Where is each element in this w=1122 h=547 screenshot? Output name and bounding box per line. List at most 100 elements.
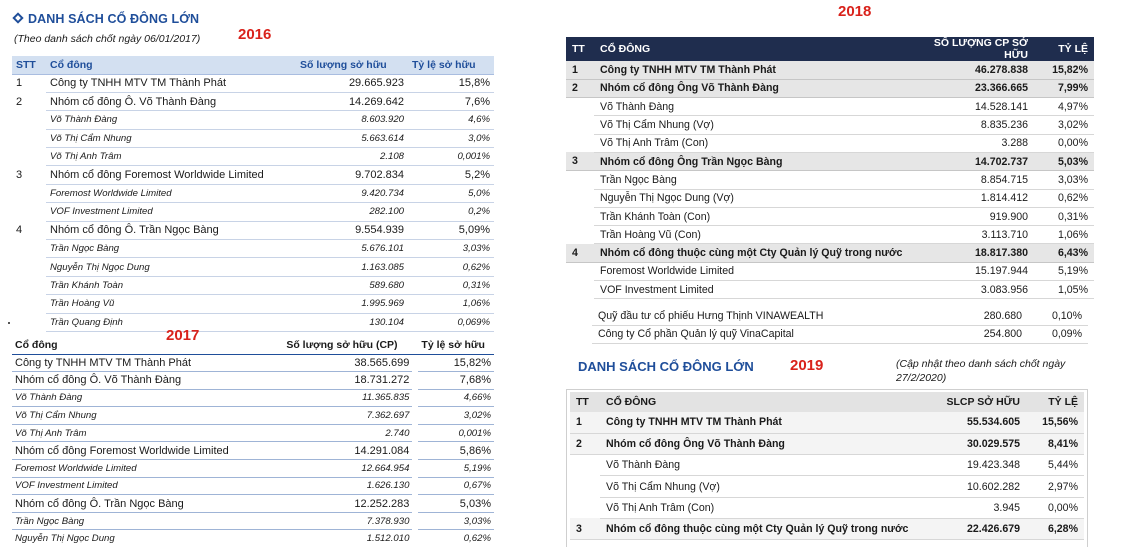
row-ratio: 0,2% — [408, 202, 494, 222]
row-quantity: 3.083.956 — [924, 280, 1034, 300]
row-shareholder: Trần Quang Định — [46, 313, 296, 332]
row-quantity: 5.676.101 — [296, 239, 408, 259]
row-quantity: 7.378.930 — [283, 512, 413, 531]
table-row: 4 Nhóm cổ đông Ô. Trần Ngọc Bàng 9.554.939… — [12, 221, 494, 241]
row-shareholder: VOF Investment Limited — [12, 477, 284, 496]
row-ratio: 5,09% — [408, 221, 494, 241]
row-tt — [566, 189, 594, 207]
row-stt — [12, 276, 46, 294]
row-quantity: 5.663.614 — [296, 129, 408, 149]
row-ratio: 0,62% — [418, 529, 494, 547]
row-quantity: 14.528.141 — [924, 97, 1034, 117]
row-quantity: 8.854.715 — [924, 170, 1034, 190]
row-ratio: 6,43% — [1034, 243, 1094, 263]
row-stt — [12, 240, 46, 258]
row-shareholder: Nhóm cổ đông Foremost Worldwide Limited — [46, 165, 296, 185]
table-row: Võ Thành Đàng 11.365.835 4,66% — [12, 389, 494, 408]
row-tt: 2 — [570, 433, 600, 456]
header-quantity: SỐ LƯỢNG CP SỞ HỮU — [924, 37, 1034, 61]
row-shareholder: Trần Hoàng Vũ (Con) — [594, 225, 924, 245]
row-tt: 2 — [566, 79, 594, 99]
row-tt — [566, 171, 594, 189]
row-ratio: 3,02% — [1034, 115, 1094, 135]
header-shareholder: Cổ đông — [12, 336, 284, 355]
table-row: Nguyễn Thị Ngọc Dung 1.512.010 0,62% — [12, 529, 494, 547]
row-ratio: 5,86% — [418, 441, 494, 461]
row-ratio: 0,10% — [1028, 307, 1088, 326]
table-row: 1 Công ty TNHH MTV TM Thành Phát 46.278.83… — [566, 61, 1094, 80]
row-shareholder: Nguyễn Thị Ngọc Dung — [46, 257, 296, 277]
row-shareholder: Trần Khánh Toàn — [46, 276, 296, 296]
row-quantity: 14.291.084 — [283, 441, 413, 461]
table-row: 3 Nhóm cổ đông thuộc cùng một Cty Quản lý… — [570, 518, 1084, 541]
table-row: Trần Khánh Toàn 589.680 0,31% — [12, 276, 494, 296]
row-ratio: 0,31% — [408, 276, 494, 296]
row-quantity: 55.534.605 — [930, 412, 1026, 434]
table-row: 1 Công ty TNHH MTV TM Thành Phát 55.534.60… — [570, 412, 1084, 434]
row-shareholder: VOF Investment Limited — [46, 202, 296, 222]
row-ratio: 15,82% — [418, 354, 494, 373]
table-row: Trần Ngọc Bàng 7.378.930 3,03% — [12, 512, 494, 531]
row-ratio: 6,28% — [1026, 518, 1084, 541]
header-ratio: TỶ LỆ — [1034, 37, 1094, 61]
table-row: Foremost Worldwide Limited 9.420.734 5,0% — [12, 184, 494, 204]
row-quantity: 29.665.923 — [296, 74, 408, 93]
table-2018-extra: Quỹ đầu tư cổ phiếu Hưng Thịnh VINAWEALT… — [592, 307, 1090, 344]
row-shareholder: Công ty TNHH MTV TM Thành Phát — [46, 74, 296, 93]
row-ratio: 15,56% — [1026, 412, 1084, 434]
table-2017: Cổ đông Số lượng sở hữu (CP) Tỷ lệ sở hữ… — [12, 336, 494, 547]
row-stt — [12, 203, 46, 221]
row-ratio: 0,62% — [408, 257, 494, 277]
table-row: Trần Quang Định 130.104 0,069% — [12, 313, 494, 332]
row-shareholder: Công ty TNHH MTV TM Thành Phát — [12, 354, 284, 373]
row-tt — [566, 116, 594, 134]
row-quantity: 3.113.710 — [924, 225, 1034, 245]
row-quantity: 589.680 — [296, 276, 408, 296]
row-shareholder: Foremost Worldwide Limited — [46, 184, 296, 204]
row-quantity: 3.945 — [930, 497, 1026, 519]
row-shareholder: Nhóm cổ đông Ông Võ Thành Đàng — [594, 79, 924, 99]
row-shareholder: Công ty Cổ phần Quản lý quỹ VinaCapital — [592, 325, 932, 344]
row-tt: 4 — [566, 243, 594, 263]
row-tt — [566, 281, 594, 299]
row-ratio: 7,6% — [408, 92, 494, 112]
table-row: Trần Hoàng Vũ (Con) 3.113.710 1,06% — [566, 225, 1094, 245]
row-quantity: 15.197.944 — [924, 262, 1034, 282]
row-ratio: 7,99% — [1034, 79, 1094, 99]
row-ratio: 4,97% — [1034, 97, 1094, 117]
table-row: Võ Thành Đàng 14.528.141 4,97% — [566, 97, 1094, 117]
table-row: Nguyễn Thị Ngọc Dung (Vợ) 1.814.412 0,62% — [566, 189, 1094, 208]
table-row: Võ Thị Anh Trâm (Con) 3.288 0,00% — [566, 134, 1094, 153]
row-ratio: 0,069% — [408, 313, 494, 332]
row-shareholder: Võ Thị Cẩm Nhung (Vợ) — [594, 115, 924, 135]
row-quantity: 10.602.282 — [930, 475, 1026, 498]
row-ratio: 5,0% — [408, 184, 494, 204]
row-ratio: 8,41% — [1026, 433, 1084, 456]
row-ratio: 0,001% — [418, 424, 494, 443]
table-row: Võ Thị Cẩm Nhung 5.663.614 3,0% — [12, 129, 494, 149]
row-quantity: 9.420.734 — [296, 184, 408, 204]
row-quantity: 18.731.272 — [283, 371, 413, 390]
table-2019-header: TT CỔ ĐÔNG SLCP SỞ HỮU TỶ LỆ — [570, 392, 1084, 412]
table-row: 1 Công ty TNHH MTV TM Thành Phát 29.665.92… — [12, 74, 494, 93]
table-row: Võ Thị Cẩm Nhung (Vợ) 10.602.282 2,97% — [570, 475, 1084, 498]
row-quantity: 14.269.642 — [296, 92, 408, 112]
year-label-2016: 2016 — [238, 26, 272, 43]
table-row: Công ty Cổ phần Quản lý quỹ VinaCapital 2… — [592, 325, 1088, 344]
row-quantity: 9.702.834 — [296, 165, 408, 185]
row-quantity: 9.554.939 — [296, 221, 408, 241]
table-row: VOF Investment Limited 3.083.956 1,05% — [566, 280, 1094, 300]
row-tt — [566, 226, 594, 244]
title-2016: DANH SÁCH CỔ ĐÔNG LỚN — [12, 12, 199, 26]
row-quantity: 22.426.679 — [930, 518, 1026, 541]
row-ratio: 0,09% — [1028, 325, 1088, 344]
row-quantity: 30.029.575 — [930, 433, 1026, 456]
row-shareholder: Trần Ngọc Bàng — [46, 239, 296, 259]
row-tt — [566, 207, 594, 225]
table-row: 2 Nhóm cổ đông Ô. Võ Thành Đàng 14.269.642… — [12, 92, 494, 112]
row-ratio: 0,67% — [418, 477, 494, 496]
header-ratio: Tỷ lệ sở hữu — [418, 336, 494, 355]
row-shareholder: Võ Thành Đàng — [46, 110, 296, 130]
row-stt — [12, 295, 46, 313]
row-quantity: 8.603.920 — [296, 110, 408, 130]
